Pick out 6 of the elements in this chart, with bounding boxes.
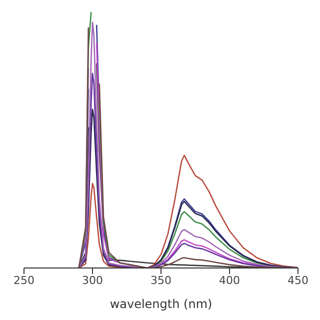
x-axis-title: wavelength (nm) — [110, 297, 212, 311]
x-tick-label: 250 — [14, 274, 34, 287]
x-tick-label: 350 — [150, 274, 172, 287]
x-tick-label: 300 — [82, 274, 103, 287]
x-tick-label: 400 — [219, 274, 240, 287]
x-tick-label: 450 — [288, 274, 308, 287]
